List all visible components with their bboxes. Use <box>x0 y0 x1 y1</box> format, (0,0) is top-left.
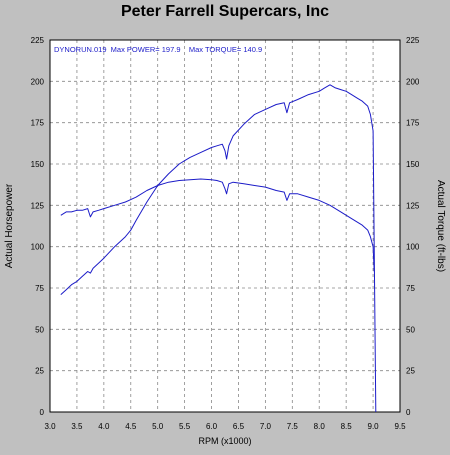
x-axis-ticks: 3.0 3.5 4.0 4.5 5.0 5.5 6.0 6.5 7.0 7.5 8.0 8.5 9.0 9… <box>44 422 406 431</box>
plot-area <box>50 40 400 412</box>
x-tick-label: 3.0 <box>44 422 56 431</box>
x-tick-label: 8.5 <box>341 422 353 431</box>
y-tick-label-right: 75 <box>406 284 415 293</box>
torque-line <box>60 178 375 272</box>
y-tick-label-right: 100 <box>406 243 420 252</box>
x-tick-label: 5.0 <box>152 422 164 431</box>
y-tick-label-left: 75 <box>35 284 44 293</box>
y-tick-label-right: 225 <box>406 36 420 45</box>
y-tick-label-right: 125 <box>406 201 420 210</box>
y-axis-right-label: Actual Torque (ft-lbs) <box>435 180 446 272</box>
x-tick-label: 3.5 <box>71 422 83 431</box>
y-tick-label-left: 100 <box>31 243 45 252</box>
x-tick-label: 4.5 <box>125 422 137 431</box>
x-tick-label: 6.0 <box>206 422 218 431</box>
y-tick-label-right: 50 <box>406 325 415 334</box>
x-tick-label: 9.0 <box>368 422 380 431</box>
y-tick-label-left: 125 <box>31 201 45 210</box>
x-tick-label: 7.5 <box>287 422 299 431</box>
y-tick-label-right: 0 <box>406 408 411 417</box>
x-tick-label: 7.0 <box>260 422 272 431</box>
y-tick-label-left: 200 <box>31 77 45 86</box>
y-tick-label-right: 175 <box>406 119 420 128</box>
y-tick-label-left: 225 <box>31 36 45 45</box>
plot-border <box>49 39 401 413</box>
y-tick-label-right: 200 <box>406 77 420 86</box>
x-tick-label: 6.5 <box>233 422 245 431</box>
y-axis-right-ticks: 0 25 50 75 100 125 150 175 200 225 <box>406 36 420 417</box>
x-tick-label: 4.0 <box>98 422 110 431</box>
y-tick-label-left: 25 <box>35 367 44 376</box>
x-tick-label: 9.5 <box>394 422 406 431</box>
y-tick-label-right: 25 <box>406 367 415 376</box>
y-axis-left-label: Actual Horsepower <box>4 183 15 268</box>
y-tick-label-left: 150 <box>31 160 45 169</box>
dyno-run-annotation: DYNORUN.019 Max POWER= 197.9 Max TORQUE=… <box>54 45 262 54</box>
x-tick-label: 5.5 <box>179 422 191 431</box>
power-line <box>60 84 377 413</box>
y-tick-label-right: 150 <box>406 160 420 169</box>
chart-title: Peter Farrell Supercars, Inc <box>121 3 329 20</box>
y-axis-left-ticks: 0 25 50 75 100 125 150 175 200 225 <box>31 36 45 417</box>
x-tick-label: 8.0 <box>314 422 326 431</box>
y-tick-label-left: 50 <box>35 325 44 334</box>
y-tick-label-left: 0 <box>40 408 45 417</box>
x-axis-label: RPM (x1000) <box>198 436 251 446</box>
y-tick-label-left: 175 <box>31 119 45 128</box>
series-lines <box>60 84 377 413</box>
